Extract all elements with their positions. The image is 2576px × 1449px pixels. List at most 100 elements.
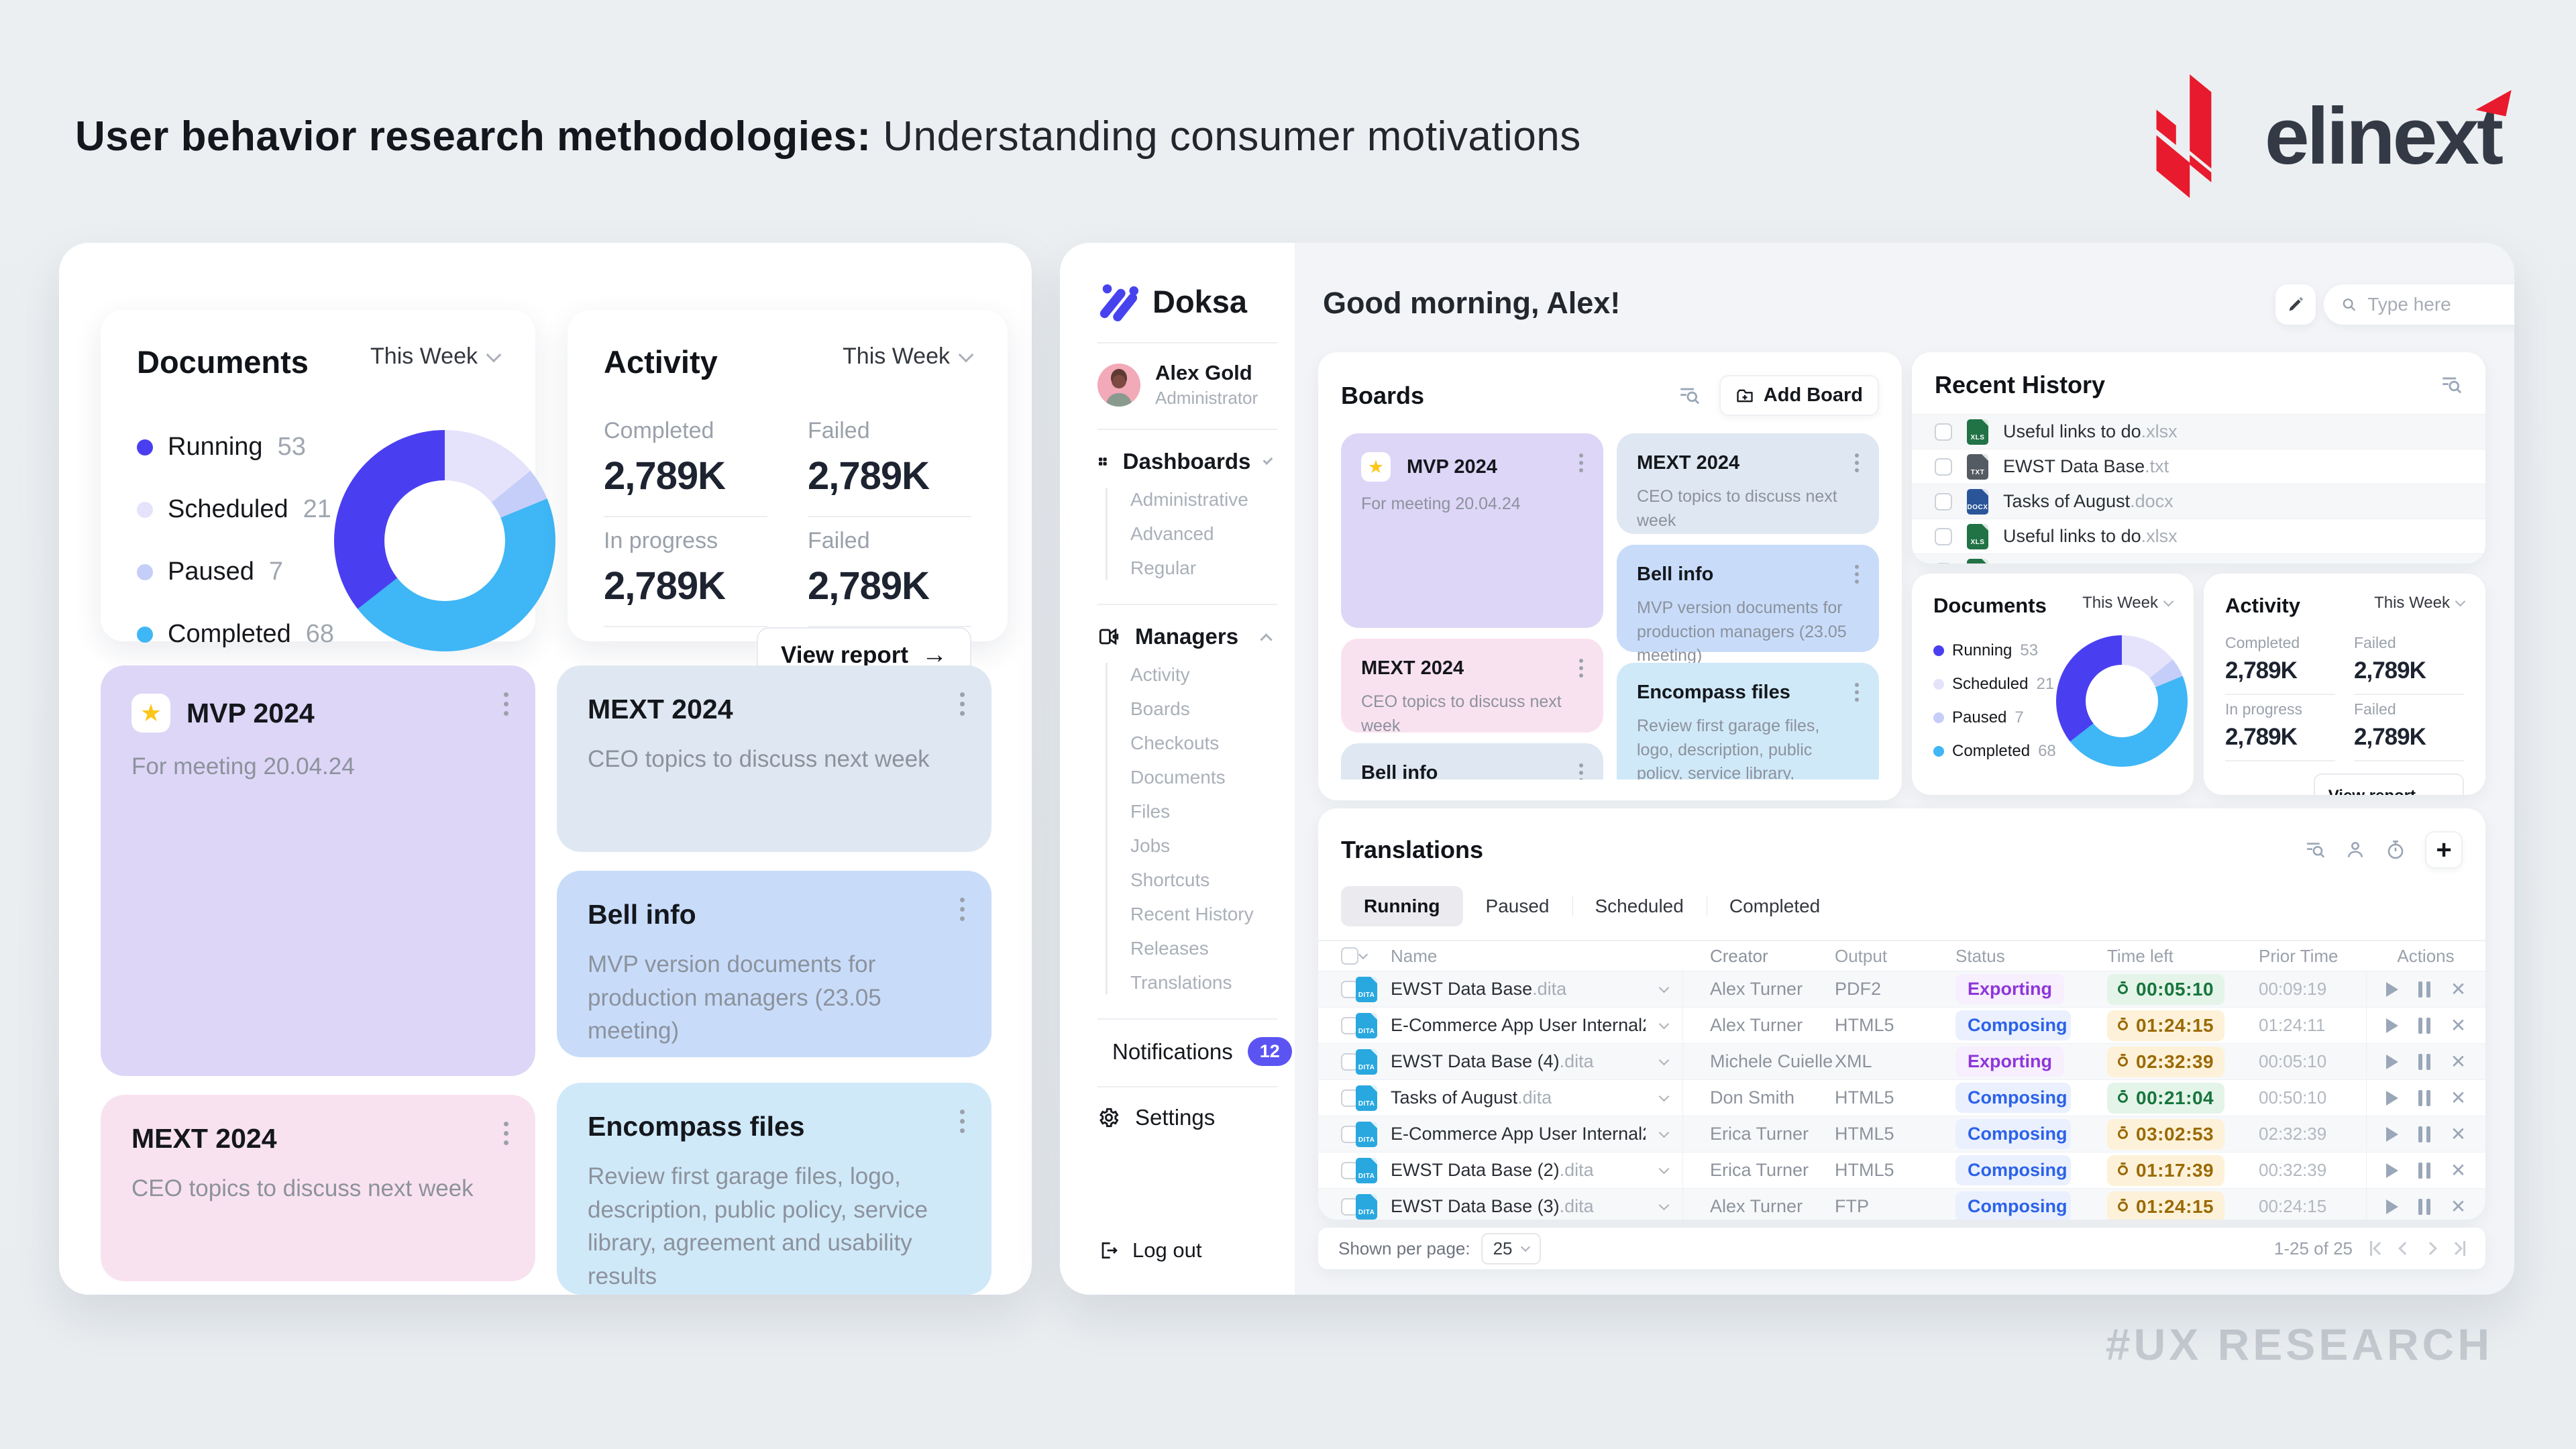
list-item[interactable]: DOCX Tasks of August.docx bbox=[1912, 484, 2485, 519]
row-checkbox[interactable] bbox=[1341, 1125, 1358, 1143]
close-icon[interactable]: ✕ bbox=[2450, 1123, 2467, 1144]
kebab-menu-icon[interactable] bbox=[956, 1106, 969, 1137]
board-card-partial[interactable]: Bell info bbox=[1341, 743, 1603, 780]
play-icon[interactable] bbox=[2385, 1054, 2398, 1069]
select-all-checkbox[interactable] bbox=[1341, 947, 1358, 965]
close-icon[interactable]: ✕ bbox=[2450, 1087, 2467, 1108]
board-card[interactable]: Encompass files Review first garage file… bbox=[557, 1083, 991, 1295]
kebab-menu-icon[interactable] bbox=[956, 894, 969, 925]
kebab-menu-icon[interactable] bbox=[500, 688, 513, 720]
list-item[interactable]: TXT EWST Data Base.txt bbox=[1912, 449, 2485, 484]
kebab-menu-icon[interactable] bbox=[500, 1118, 513, 1149]
submenu-item[interactable]: Documents bbox=[1130, 767, 1226, 788]
list-item[interactable]: XLS Useful links to do.xlsx bbox=[1912, 553, 2485, 564]
per-page-select[interactable]: 25 bbox=[1481, 1232, 1541, 1265]
table-row[interactable]: DITA EWST Data Base (2) .dita Erica Turne… bbox=[1318, 1152, 2485, 1188]
checkbox[interactable] bbox=[1935, 492, 1952, 511]
chevron-down-icon[interactable] bbox=[1658, 982, 1670, 994]
chevron-down-icon[interactable] bbox=[1658, 1199, 1670, 1211]
close-icon[interactable]: ✕ bbox=[2450, 1014, 2467, 1036]
chevron-down-icon[interactable] bbox=[1358, 949, 1368, 960]
column-header-creator[interactable]: Creator bbox=[1710, 945, 1768, 966]
table-row[interactable]: DITA Tasks of August .dita Don Smith HTML… bbox=[1318, 1079, 2485, 1116]
board-card[interactable]: ★ MVP 2024 For meeting 20.04.24 bbox=[1341, 433, 1603, 628]
close-icon[interactable]: ✕ bbox=[2450, 1051, 2467, 1072]
board-card[interactable]: Encompass files Review first garage file… bbox=[1617, 663, 1879, 780]
board-card[interactable]: MEXT 2024 CEO topics to discuss next wee… bbox=[1617, 433, 1879, 534]
next-page-button[interactable] bbox=[2424, 1242, 2437, 1255]
add-translation-button[interactable]: + bbox=[2425, 831, 2463, 869]
submenu-item[interactable]: Shortcuts bbox=[1130, 869, 1210, 890]
tab[interactable]: Paused bbox=[1485, 896, 1550, 916]
play-icon[interactable] bbox=[2385, 981, 2398, 997]
column-header-status[interactable]: Status bbox=[1955, 945, 2005, 966]
board-card[interactable]: Bell info MVP version documents for prod… bbox=[1617, 545, 1879, 665]
person-icon[interactable] bbox=[2345, 839, 2366, 861]
kebab-menu-icon[interactable] bbox=[956, 688, 969, 720]
play-icon[interactable] bbox=[2385, 1090, 2398, 1106]
pause-icon[interactable] bbox=[2418, 1162, 2430, 1179]
list-item[interactable]: XLS Useful links to do.xlsx bbox=[1912, 414, 2485, 449]
documents-period-dropdown[interactable]: This Week bbox=[370, 343, 502, 370]
play-icon[interactable] bbox=[2385, 1199, 2398, 1214]
submenu-item[interactable]: Boards bbox=[1130, 698, 1190, 719]
pause-icon[interactable] bbox=[2418, 1017, 2430, 1034]
submenu-item[interactable]: Translations bbox=[1130, 972, 1232, 993]
search-input[interactable] bbox=[2367, 294, 2514, 315]
activity-period-dropdown[interactable]: This Week bbox=[2374, 594, 2466, 612]
user-profile[interactable]: Alex Gold Administrator bbox=[1097, 361, 1271, 409]
pause-icon[interactable] bbox=[2418, 1198, 2430, 1215]
star-icon[interactable]: ★ bbox=[1361, 452, 1391, 482]
sidebar-item-notifications[interactable]: Notifications 12 bbox=[1097, 1037, 1292, 1066]
submenu-item[interactable]: Activity bbox=[1130, 664, 1190, 685]
pause-icon[interactable] bbox=[2418, 981, 2430, 998]
checkbox[interactable] bbox=[1935, 423, 1952, 441]
logout-button[interactable]: Log out bbox=[1097, 1238, 1271, 1263]
board-card[interactable]: MEXT 2024 CEO topics to discuss next wee… bbox=[557, 665, 991, 852]
tab[interactable]: Completed bbox=[1707, 886, 1843, 926]
column-header-output[interactable]: Output bbox=[1835, 945, 1888, 966]
submenu-item[interactable]: Jobs bbox=[1130, 835, 1171, 856]
edit-button[interactable] bbox=[2275, 284, 2316, 325]
play-icon[interactable] bbox=[2385, 1018, 2398, 1033]
checkbox[interactable] bbox=[1935, 562, 1952, 564]
pause-icon[interactable] bbox=[2418, 1126, 2430, 1142]
list-item[interactable]: XLS Useful links to do.xlsx bbox=[1912, 519, 2485, 553]
submenu-item[interactable]: Files bbox=[1130, 801, 1171, 822]
filter-search-icon[interactable] bbox=[1678, 384, 1701, 407]
board-card[interactable]: ★ MVP 2024 For meeting 20.04.24 bbox=[101, 665, 535, 1076]
chevron-down-icon[interactable] bbox=[1658, 1127, 1670, 1138]
first-page-button[interactable] bbox=[2370, 1241, 2386, 1256]
timer-icon[interactable] bbox=[2385, 839, 2406, 861]
checkbox[interactable] bbox=[1935, 527, 1952, 545]
kebab-menu-icon[interactable] bbox=[1575, 655, 1587, 682]
filter-search-icon[interactable] bbox=[2440, 374, 2463, 396]
table-row[interactable]: DITA EWST Data Base .dita Alex Turner PDF… bbox=[1318, 971, 2485, 1007]
column-header-time-left[interactable]: Time left bbox=[2107, 945, 2174, 966]
board-card[interactable]: MEXT 2024 CEO topics to discuss next wee… bbox=[1341, 639, 1603, 735]
chevron-down-icon[interactable] bbox=[1658, 1091, 1670, 1102]
column-header-name[interactable]: Name bbox=[1391, 945, 1438, 966]
chevron-down-icon[interactable] bbox=[1658, 1018, 1670, 1030]
submenu-item[interactable]: Recent History bbox=[1130, 904, 1254, 924]
chevron-down-icon[interactable] bbox=[1658, 1055, 1670, 1066]
table-row[interactable]: DITA E-Commerce App User Internal2… Eric… bbox=[1318, 1116, 2485, 1152]
kebab-menu-icon[interactable] bbox=[1851, 679, 1863, 706]
pause-icon[interactable] bbox=[2418, 1089, 2430, 1106]
kebab-menu-icon[interactable] bbox=[1575, 449, 1587, 476]
table-row[interactable]: DITA EWST Data Base (4) .dita Michele Cui… bbox=[1318, 1043, 2485, 1079]
checkbox[interactable] bbox=[1935, 458, 1952, 476]
last-page-button[interactable] bbox=[2449, 1241, 2465, 1256]
row-checkbox[interactable] bbox=[1341, 1089, 1358, 1107]
close-icon[interactable]: ✕ bbox=[2450, 978, 2467, 1000]
table-row[interactable]: DITA EWST Data Base (3) .dita Alex Turner… bbox=[1318, 1188, 2485, 1220]
prev-page-button[interactable] bbox=[2398, 1242, 2412, 1255]
pause-icon[interactable] bbox=[2418, 1053, 2430, 1070]
submenu-item[interactable]: Advanced bbox=[1130, 523, 1214, 544]
filter-search-icon[interactable] bbox=[2304, 839, 2326, 861]
column-header-prior-time[interactable]: Prior Time bbox=[2259, 945, 2339, 966]
table-row[interactable]: DITA E-Commerce App User Internal2…. Ale… bbox=[1318, 1007, 2485, 1043]
view-report-button[interactable]: View report → bbox=[2313, 773, 2464, 795]
sidebar-item-settings[interactable]: Settings bbox=[1097, 1105, 1271, 1130]
play-icon[interactable] bbox=[2385, 1126, 2398, 1142]
